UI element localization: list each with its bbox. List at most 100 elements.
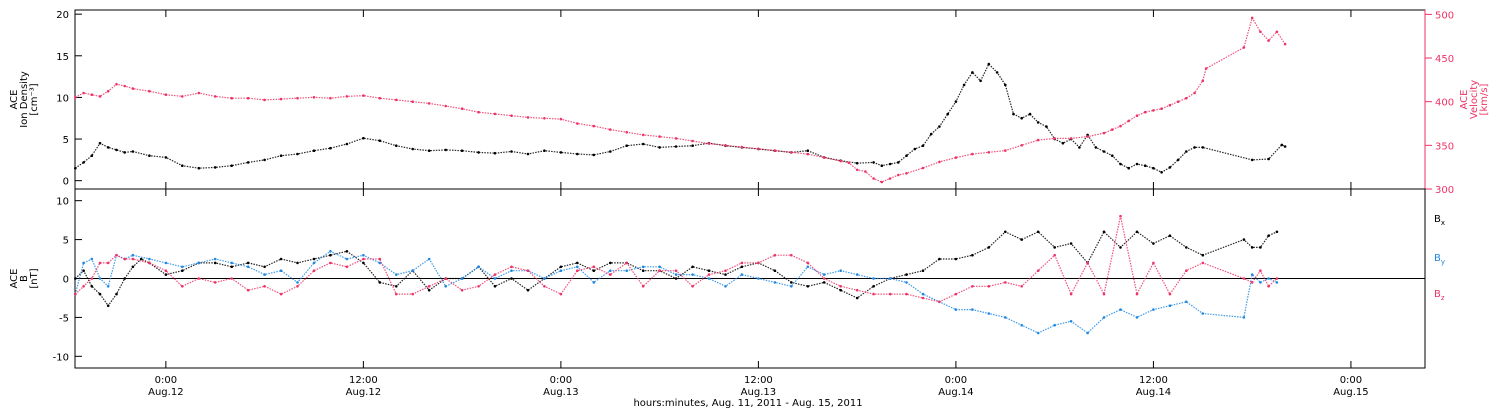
data-point [1242,238,1246,241]
left-tick-label: 0 [63,177,69,188]
data-point [296,281,299,284]
data-point [526,116,530,119]
data-point [493,277,497,280]
data-point [131,150,135,153]
data-point [1135,292,1139,296]
series-by [74,250,1279,335]
data-point [1111,154,1114,157]
data-point [1267,157,1270,161]
data-point [312,261,316,265]
data-point [181,285,184,288]
x-tick-date: Aug.13 [741,387,776,398]
data-point [1250,273,1254,276]
data-point [312,96,316,99]
data-point [625,144,628,147]
data-point [98,277,102,280]
data-point [609,269,612,273]
data-point [477,285,480,288]
data-point [1185,246,1188,249]
data-point [1135,316,1139,319]
data-point [1176,158,1180,162]
series-trace [74,216,1278,303]
data-point [444,277,448,280]
data-point [1152,109,1155,112]
data-point [757,261,760,265]
data-point [674,273,678,276]
data-point [1061,141,1065,145]
left-tick-label: 0 [63,275,69,286]
data-point [411,269,415,273]
data-point [1259,281,1262,284]
data-point [230,277,233,280]
data-point [559,269,563,273]
data-point [938,257,941,261]
data-point [543,285,546,288]
data-point [806,285,810,288]
data-point [1102,292,1106,296]
data-point [592,265,596,269]
data-point [1053,253,1056,257]
data-point [641,265,645,269]
data-point [1168,103,1172,107]
data-point [106,261,110,265]
data-point [880,164,884,167]
data-point [411,292,415,296]
data-point [427,257,431,261]
data-point [246,261,250,265]
right-tick-label: 350 [1435,141,1454,152]
data-point [82,269,85,273]
data-point [839,285,842,288]
data-point [329,96,332,100]
data-point [1193,146,1196,149]
data-point [1020,238,1023,241]
data-point [938,125,941,128]
data-point [1267,39,1270,42]
data-point [1028,112,1032,116]
left-tick-label: 20 [56,10,69,21]
data-point [1283,145,1287,148]
data-point [543,149,546,152]
data-point [839,288,842,292]
series-bz [74,214,1279,304]
data-point [106,285,110,288]
data-point [855,161,859,165]
data-point [1160,171,1163,174]
data-point [1094,146,1098,149]
data-point [822,156,826,159]
data-point [921,269,925,273]
data-point [378,257,382,261]
data-point [395,273,398,276]
data-point [246,161,250,164]
data-point [1069,292,1073,296]
data-point [641,269,645,273]
right-tick-label: 450 [1435,54,1454,65]
data-point [1102,230,1106,234]
series-bx [74,230,1279,308]
data-point [1020,323,1023,327]
data-point [477,151,480,154]
left-axis-label-line: [cm⁻³] [29,83,40,115]
data-point [971,308,974,311]
left-tick-label: 5 [63,236,69,247]
data-point [872,292,875,296]
data-point [395,285,398,288]
data-point [559,292,563,296]
data-point [1111,128,1114,131]
data-point [954,292,958,296]
data-point [123,151,126,154]
data-point [888,162,892,166]
data-point [197,91,201,95]
data-point [82,261,85,265]
data-point [872,277,875,280]
data-point [181,164,184,167]
data-point [74,277,77,280]
data-point [1168,304,1172,308]
data-point [1267,285,1270,288]
data-point [510,277,513,280]
right-tick-label: 400 [1435,98,1454,109]
data-point [510,114,513,117]
data-point [938,160,941,164]
legend-bz: Bz [1434,289,1445,302]
data-point [164,269,168,273]
data-point [1250,281,1254,284]
